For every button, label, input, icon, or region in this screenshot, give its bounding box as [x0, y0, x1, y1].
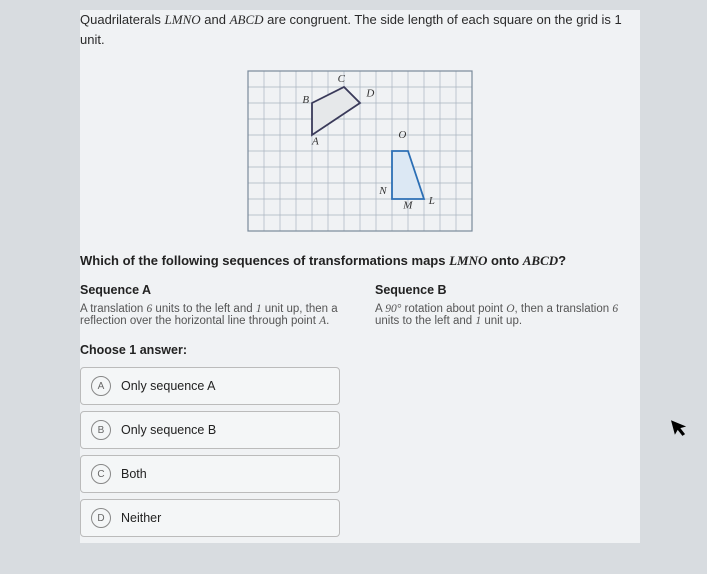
choose-prompt: Choose 1 answer:	[80, 343, 640, 357]
grid-figure: B C D A O N M L	[80, 67, 640, 235]
svg-text:M: M	[402, 200, 413, 212]
option-label: Only sequence B	[121, 423, 216, 437]
svg-text:B: B	[302, 94, 309, 106]
option-letter: C	[91, 464, 111, 484]
option-letter: A	[91, 376, 111, 396]
svg-text:O: O	[398, 129, 406, 141]
option-d[interactable]: D Neither	[80, 499, 340, 537]
svg-text:A: A	[311, 136, 319, 148]
svg-text:L: L	[428, 195, 435, 207]
question-text: Which of the following sequences of tran…	[80, 253, 640, 269]
option-letter: D	[91, 508, 111, 528]
sequence-a-body: A translation 6 units to the left and 1 …	[80, 303, 345, 327]
sequence-a: Sequence A A translation 6 units to the …	[80, 283, 345, 327]
option-c[interactable]: C Both	[80, 455, 340, 493]
option-label: Both	[121, 467, 147, 481]
svg-text:C: C	[338, 73, 346, 85]
option-label: Only sequence A	[121, 379, 216, 393]
option-a[interactable]: A Only sequence A	[80, 367, 340, 405]
option-b[interactable]: B Only sequence B	[80, 411, 340, 449]
svg-text:D: D	[365, 88, 374, 100]
sequence-b: Sequence B A 90° rotation about point O,…	[375, 283, 640, 327]
svg-text:N: N	[378, 185, 387, 197]
option-letter: B	[91, 420, 111, 440]
options-list: A Only sequence A B Only sequence B C Both D Ne…	[80, 367, 640, 537]
option-label: Neither	[121, 511, 161, 525]
exercise-page: Quadrilaterals LMNO and ABCD are congrue…	[80, 10, 640, 543]
sequence-b-title: Sequence B	[375, 283, 640, 297]
coordinate-grid: B C D A O N M L	[244, 67, 476, 235]
sequences-row: Sequence A A translation 6 units to the …	[80, 283, 640, 327]
sequence-a-title: Sequence A	[80, 283, 345, 297]
intro-text: Quadrilaterals LMNO and ABCD are congrue…	[80, 10, 640, 49]
cursor-icon	[670, 415, 692, 445]
sequence-b-body: A 90° rotation about point O, then a tra…	[375, 303, 640, 327]
